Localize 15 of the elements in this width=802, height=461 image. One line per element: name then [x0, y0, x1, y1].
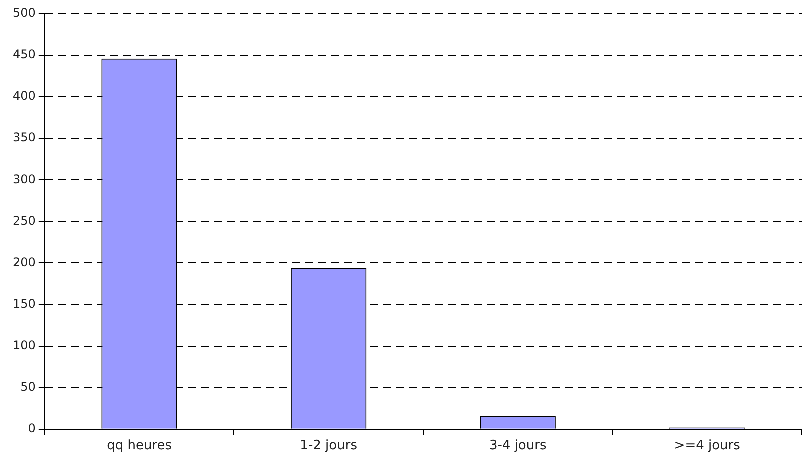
y-tick-label: 500: [13, 6, 36, 20]
y-tick-label: 300: [13, 172, 36, 186]
y-tick-label: 50: [20, 380, 36, 394]
y-tick-label: 350: [13, 130, 36, 145]
y-tick-label: 100: [13, 338, 36, 352]
y-tick-label: 250: [13, 214, 36, 228]
y-tick-label: 0: [28, 422, 36, 436]
y-tick-label: 200: [13, 255, 36, 270]
x-tick-label: 1-2 jours: [300, 438, 358, 454]
y-tick-label: 150: [13, 296, 36, 311]
x-tick-label: qq heures: [107, 438, 172, 454]
x-tick-label: 3-4 jours: [489, 438, 547, 454]
x-tick-label: >=4 jours: [674, 438, 741, 454]
y-tick-label: 400: [13, 89, 36, 104]
y-tick-label: 450: [13, 48, 36, 62]
